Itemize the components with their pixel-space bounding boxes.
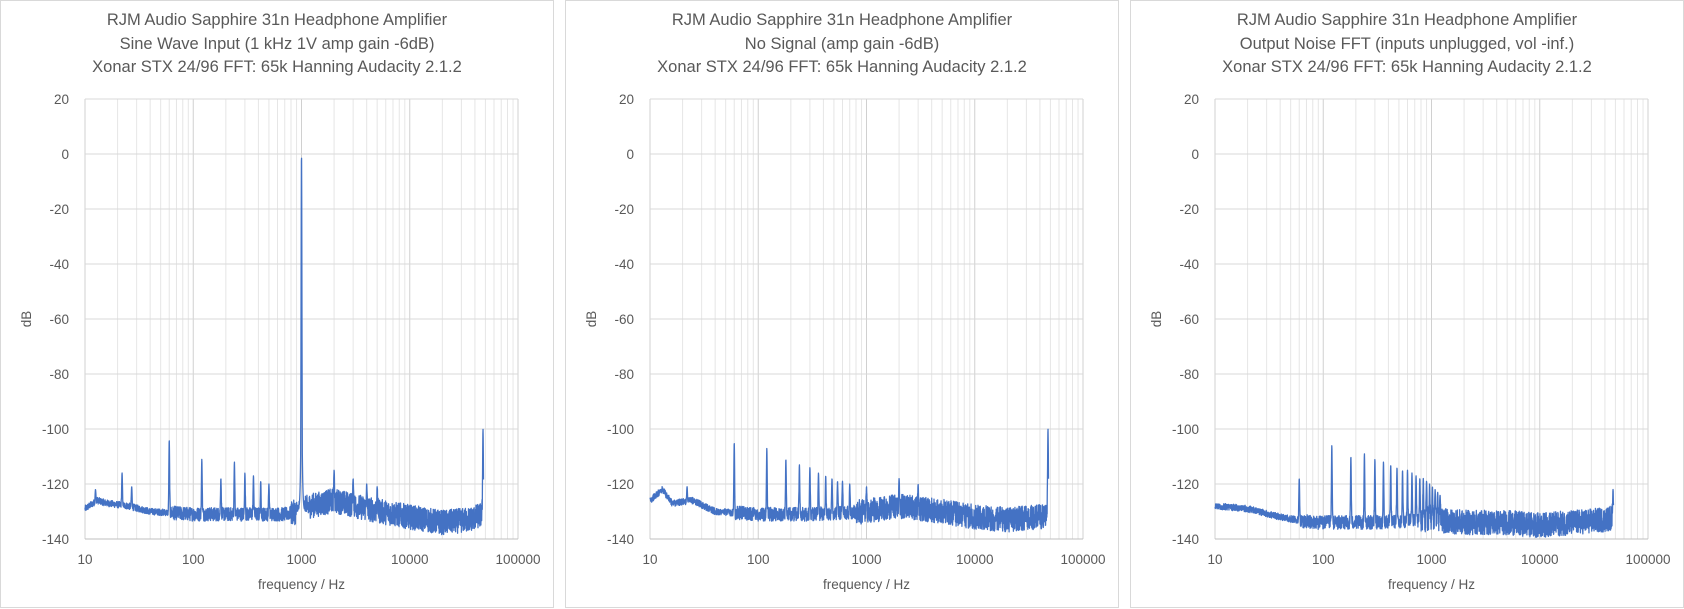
y-tick-label: -40: [614, 257, 634, 272]
chart-title: RJM Audio Sapphire 31n Headphone Amplifi…: [1131, 9, 1683, 80]
y-tick-label: -20: [49, 202, 69, 217]
y-tick-label: -100: [42, 422, 69, 437]
y-tick-label: -80: [1179, 367, 1199, 382]
x-tick-label: 1000: [286, 552, 316, 567]
y-tick-label: -140: [42, 532, 69, 547]
y-tick-label: -100: [1172, 422, 1199, 437]
chart-plot-area: 20 0 -20 -40 -60 -80 -100 -120 -140 10 100 1000 1000…: [1149, 92, 1671, 592]
grid: [1214, 98, 1649, 540]
chart-title-line-1: RJM Audio Sapphire 31n Headphone Amplifi…: [671, 11, 1013, 29]
y-tick-label: -80: [614, 367, 634, 382]
x-axis-label: frequency / Hz: [823, 577, 910, 592]
y-tick-label: -60: [614, 312, 634, 327]
chart-panel-no-signal: RJM Audio Sapphire 31n Headphone Amplifi…: [565, 0, 1119, 608]
y-tick-label: 20: [619, 92, 634, 107]
x-tick-label: 100: [1312, 552, 1335, 567]
x-tick-label: 10000: [391, 552, 429, 567]
chart-title-line-2: Sine Wave Input (1 kHz 1V amp gain -6dB): [119, 34, 435, 53]
y-axis-label: dB: [19, 311, 34, 328]
x-tick-label: 100: [747, 552, 770, 567]
y-tick-label: -120: [1172, 477, 1199, 492]
series-line: [649, 428, 1050, 533]
chart-title-line-3: Xonar STX 24/96 FFT: 65k Hanning Audacit…: [92, 58, 462, 76]
y-tick-label: 20: [1184, 92, 1199, 107]
series-line: [84, 157, 485, 536]
grid: [649, 98, 1084, 540]
y-axis-label: dB: [1149, 311, 1164, 328]
x-tick-label: 10000: [1521, 552, 1559, 567]
x-tick-label: 100: [182, 552, 205, 567]
y-tick-label: -100: [607, 422, 634, 437]
y-tick-label: -60: [1179, 312, 1199, 327]
chart-title-line-2: No Signal (amp gain -6dB): [744, 34, 940, 53]
x-tick-label: 100000: [1625, 552, 1670, 567]
chart-panel-output-noise: RJM Audio Sapphire 31n Headphone Amplifi…: [1130, 0, 1684, 608]
series-line: [1214, 445, 1615, 538]
chart-plot-area: 20 0 -20 -40 -60 -80 -100 -120 -140 10 100 1000 1000…: [19, 92, 541, 592]
chart-title-line-1: RJM Audio Sapphire 31n Headphone Amplifi…: [1236, 11, 1578, 29]
x-tick-label: 100000: [495, 552, 540, 567]
chart-title-line-3: Xonar STX 24/96 FFT: 65k Hanning Audacit…: [657, 58, 1027, 76]
chart-title-line-2: Output Noise FFT (inputs unplugged, vol …: [1239, 34, 1575, 53]
y-tick-label: -80: [49, 367, 69, 382]
x-tick-label: 10: [1207, 552, 1222, 567]
x-tick-label: 1000: [1416, 552, 1446, 567]
y-axis-label: dB: [584, 311, 599, 328]
x-axis-label: frequency / Hz: [258, 577, 345, 592]
x-tick-label: 10: [642, 552, 657, 567]
y-tick-label: -140: [607, 532, 634, 547]
y-tick-label: 0: [626, 147, 634, 162]
chart-title: RJM Audio Sapphire 31n Headphone Amplifi…: [1, 9, 553, 80]
x-tick-label: 100000: [1060, 552, 1105, 567]
y-tick-label: -60: [49, 312, 69, 327]
y-tick-label: -140: [1172, 532, 1199, 547]
chart-plot-area: 20 0 -20 -40 -60 -80 -100 -120 -140 10 100 1000 1000…: [584, 92, 1106, 592]
x-tick-label: 10000: [956, 552, 994, 567]
chart-title: RJM Audio Sapphire 31n Headphone Amplifi…: [566, 9, 1118, 80]
y-tick-label: -20: [1179, 202, 1199, 217]
x-tick-label: 10: [77, 552, 92, 567]
y-tick-label: 0: [61, 147, 69, 162]
chart-title-line-1: RJM Audio Sapphire 31n Headphone Amplifi…: [106, 11, 448, 29]
x-axis-label: frequency / Hz: [1388, 577, 1475, 592]
y-tick-label: -40: [49, 257, 69, 272]
y-tick-label: -120: [42, 477, 69, 492]
y-tick-label: -120: [607, 477, 634, 492]
y-tick-label: -40: [1179, 257, 1199, 272]
y-tick-label: -20: [614, 202, 634, 217]
y-tick-label: 0: [1191, 147, 1199, 162]
chart-title-line-3: Xonar STX 24/96 FFT: 65k Hanning Audacit…: [1222, 58, 1592, 76]
grid: [84, 98, 519, 540]
x-tick-label: 1000: [851, 552, 881, 567]
chart-panel-sine-input: RJM Audio Sapphire 31n Headphone Amplifi…: [0, 0, 554, 608]
y-tick-label: 20: [54, 92, 69, 107]
